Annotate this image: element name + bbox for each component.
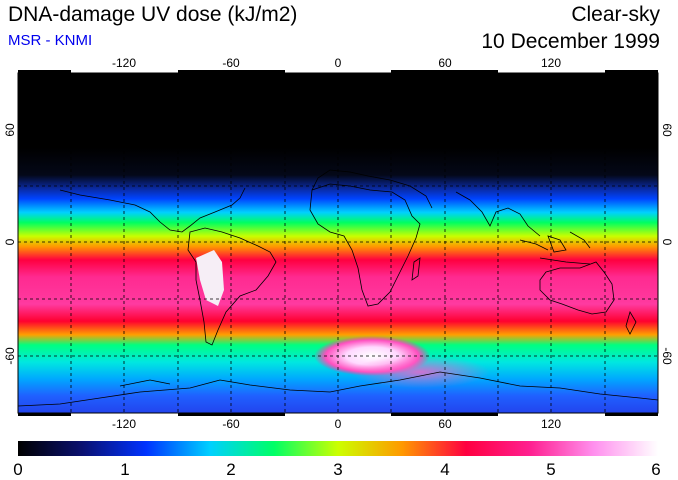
lat-tick-left: -60 bbox=[3, 347, 17, 365]
lon-tick-top: 0 bbox=[335, 56, 342, 70]
lat-tick-right: 0 bbox=[660, 239, 674, 246]
colorbar-label: 0 bbox=[13, 460, 23, 479]
colorbar-label: 3 bbox=[333, 460, 343, 479]
lat-tick-left: 0 bbox=[3, 238, 17, 245]
lon-tick-top: 120 bbox=[541, 56, 561, 70]
colorbar bbox=[18, 441, 658, 456]
lon-tick-bottom: 60 bbox=[438, 417, 452, 431]
lon-tick-bottom: 120 bbox=[541, 417, 561, 431]
lon-tick-top: -60 bbox=[222, 56, 240, 70]
lon-tick-top: -120 bbox=[112, 56, 136, 70]
colorbar-label: 2 bbox=[226, 460, 236, 479]
lon-tick-top: 60 bbox=[438, 56, 452, 70]
lat-tick-right: -60 bbox=[660, 347, 674, 365]
lat-tick-left: 60 bbox=[3, 123, 17, 137]
sky-condition: Clear-sky bbox=[571, 3, 660, 26]
source-label: MSR - KNMI bbox=[8, 32, 93, 49]
colorbar-label: 6 bbox=[651, 460, 661, 479]
map-date: 10 December 1999 bbox=[481, 30, 660, 53]
colorbar-label: 1 bbox=[120, 460, 130, 479]
map-title: DNA-damage UV dose (kJ/m2) bbox=[8, 3, 298, 26]
colorbar-label: 4 bbox=[440, 460, 450, 479]
lon-tick-bottom: -120 bbox=[112, 417, 136, 431]
lon-tick-bottom: 0 bbox=[335, 417, 342, 431]
lon-tick-bottom: -60 bbox=[222, 417, 240, 431]
lat-tick-right: 60 bbox=[660, 123, 674, 137]
colorbar-label: 5 bbox=[546, 460, 556, 479]
